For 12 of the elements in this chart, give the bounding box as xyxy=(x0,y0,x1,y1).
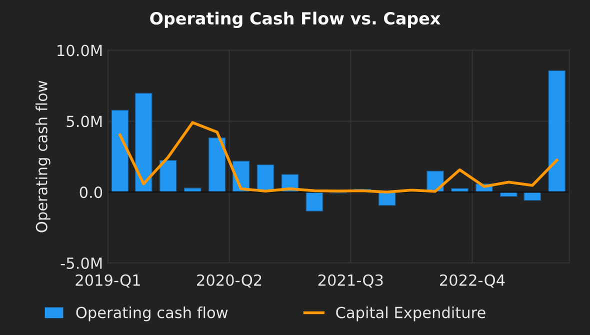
legend-label: Operating cash flow xyxy=(76,306,228,322)
chart-title: Operating Cash Flow vs. Capex xyxy=(150,12,440,28)
legend-label: Capital Expenditure xyxy=(336,306,486,322)
x-tick-label: 2021-Q3 xyxy=(318,274,383,288)
y-axis-title: Operating cash flow xyxy=(36,80,50,232)
y-tick-label: 0.0 xyxy=(80,186,102,198)
x-tick-label: 2022-Q4 xyxy=(440,274,505,288)
x-tick-label: 2019-Q1 xyxy=(76,274,140,288)
x-tick-label: 2020-Q2 xyxy=(197,274,262,288)
y-tick-label: 10.0M xyxy=(58,44,102,56)
y-tick-label: -5.0M xyxy=(60,257,102,269)
y-tick-label: 5.0M xyxy=(66,116,102,128)
